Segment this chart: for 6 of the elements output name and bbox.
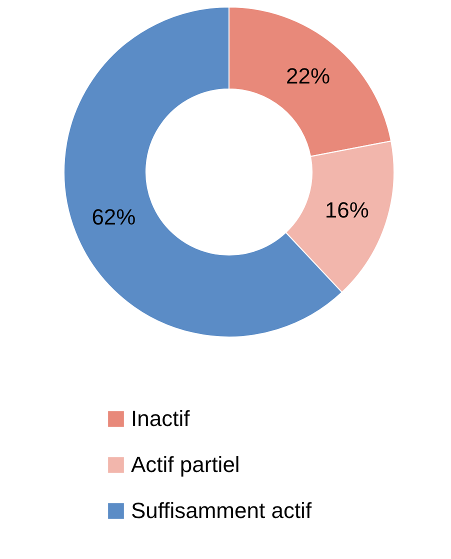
- legend-label: Suffisamment actif: [131, 498, 312, 523]
- legend-label: Inactif: [131, 406, 191, 431]
- legend-label: Actif partiel: [131, 452, 240, 477]
- data-label: 22%: [286, 63, 330, 88]
- data-label: 16%: [324, 197, 369, 222]
- data-label: 62%: [92, 204, 136, 230]
